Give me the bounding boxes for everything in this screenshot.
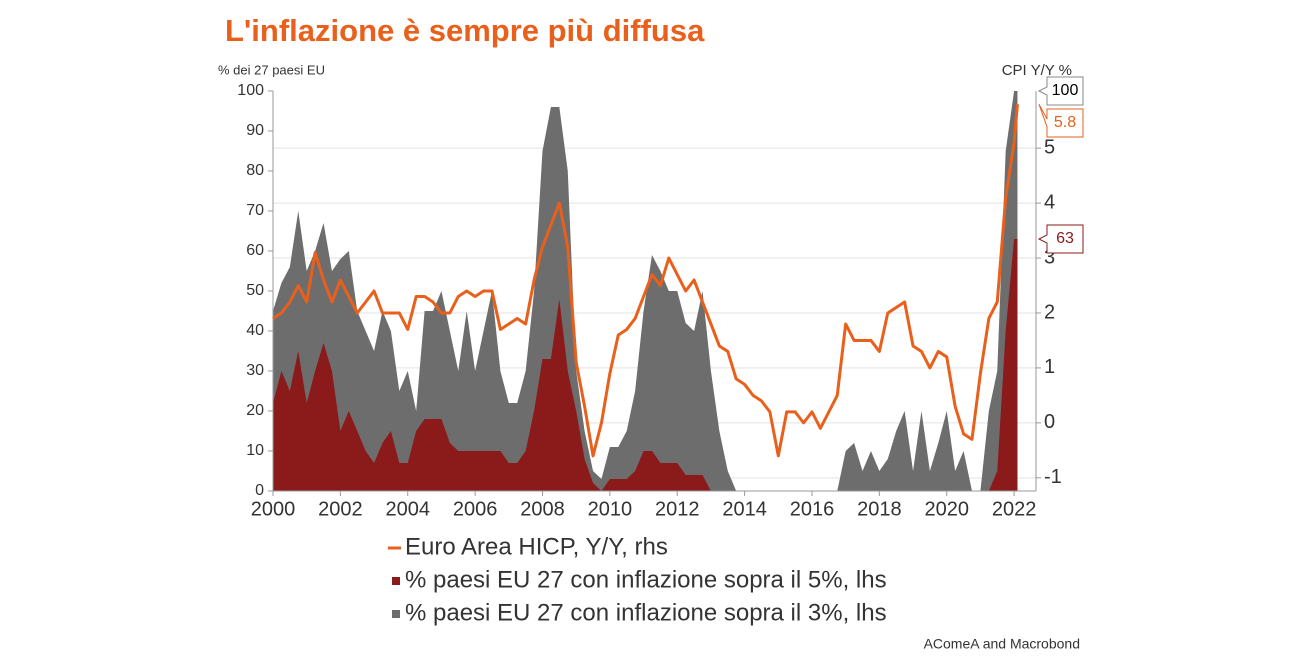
- x-tick-label: 2006: [453, 498, 498, 520]
- y-tick-label: 20: [246, 402, 264, 419]
- callout-label: 63: [1056, 230, 1074, 247]
- y2-tick-label: -1: [1044, 466, 1062, 488]
- x-tick-label: 2012: [655, 498, 700, 520]
- area: [273, 91, 1018, 491]
- legend-label: Euro Area HICP, Y/Y, rhs: [405, 533, 668, 560]
- y2-tick-label: 4: [1044, 191, 1055, 213]
- source: AComeA and Macrobond: [924, 636, 1080, 652]
- legend-swatch: [392, 577, 400, 585]
- y-tick-label: 0: [255, 482, 264, 499]
- y2-tick-label: 2: [1044, 301, 1055, 323]
- x-tick-label: 2000: [251, 498, 296, 520]
- x-tick-label: 2022: [992, 498, 1037, 520]
- y-tick-label: 50: [246, 282, 264, 299]
- callout-box: [1037, 224, 1084, 254]
- y-tick-label: 80: [246, 162, 264, 179]
- x-tick-label: 2014: [722, 498, 767, 520]
- callout-label: 100: [1052, 82, 1079, 99]
- y2-tick-label: 3: [1044, 246, 1055, 268]
- legend-label: % paesi EU 27 con inflazione sopra il 3%…: [405, 599, 887, 626]
- y-tick-label: 70: [246, 202, 264, 219]
- callout-box: [1038, 103, 1084, 138]
- y2-tick-label: 1: [1044, 356, 1055, 378]
- y2-tick-label: 5: [1044, 136, 1055, 158]
- line: [272, 104, 1019, 458]
- chart-title: L'inflazione è sempre più diffusa: [225, 13, 705, 48]
- y-tick-label: 60: [246, 242, 264, 259]
- x-tick-label: 2016: [790, 498, 835, 520]
- x-tick-label: 2004: [385, 498, 430, 520]
- x-tick-label: 2008: [520, 498, 565, 520]
- x-tick-label: 2020: [924, 498, 969, 520]
- callout-label: 5.8: [1054, 114, 1076, 131]
- legend-swatch: [392, 610, 400, 618]
- y-tick-label: 90: [246, 122, 264, 139]
- y2-tick-label: 0: [1044, 411, 1055, 433]
- x-tick-label: 2002: [318, 498, 363, 520]
- y-tick-label: 10: [246, 442, 264, 459]
- callout-box: [1037, 76, 1084, 106]
- y-tick-label: 40: [246, 322, 264, 339]
- y-axis-label: % dei 27 paesi EU: [218, 62, 325, 77]
- legend-label: % paesi EU 27 con inflazione sopra il 5%…: [405, 566, 887, 593]
- y-tick-label: 30: [246, 362, 264, 379]
- y2-axis-label: CPI Y/Y %: [1002, 62, 1072, 79]
- area: [273, 239, 1018, 491]
- x-tick-label: 2010: [588, 498, 633, 520]
- y-tick-label: 100: [237, 82, 264, 99]
- x-tick-label: 2018: [857, 498, 902, 520]
